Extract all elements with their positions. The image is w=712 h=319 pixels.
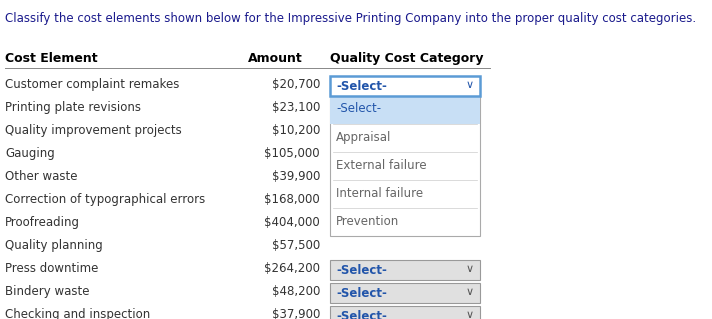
Text: Printing plate revisions: Printing plate revisions (5, 101, 141, 114)
Text: -Select-: -Select- (336, 102, 381, 115)
Text: Amount: Amount (248, 52, 303, 65)
Text: Customer complaint remakes: Customer complaint remakes (5, 78, 179, 91)
FancyBboxPatch shape (330, 260, 480, 280)
FancyBboxPatch shape (330, 306, 480, 319)
Text: Gauging: Gauging (5, 147, 55, 160)
Text: Quality improvement projects: Quality improvement projects (5, 124, 182, 137)
Text: $48,200: $48,200 (271, 285, 320, 298)
Text: Press downtime: Press downtime (5, 262, 98, 275)
Text: $10,200: $10,200 (271, 124, 320, 137)
Text: -Select-: -Select- (336, 310, 387, 319)
Text: Checking and inspection: Checking and inspection (5, 308, 150, 319)
Text: $23,100: $23,100 (271, 101, 320, 114)
Text: $57,500: $57,500 (272, 239, 320, 252)
Text: $404,000: $404,000 (264, 216, 320, 229)
Text: Quality planning: Quality planning (5, 239, 103, 252)
Text: Quality Cost Category: Quality Cost Category (330, 52, 483, 65)
Text: $264,200: $264,200 (264, 262, 320, 275)
Text: External failure: External failure (336, 159, 426, 172)
Text: Bindery waste: Bindery waste (5, 285, 90, 298)
Text: Prevention: Prevention (336, 215, 399, 228)
Text: Proofreading: Proofreading (5, 216, 80, 229)
Text: ∨: ∨ (466, 264, 474, 274)
Text: Cost Element: Cost Element (5, 52, 98, 65)
Text: -Select-: -Select- (336, 80, 387, 93)
Text: $37,900: $37,900 (271, 308, 320, 319)
Text: ∨: ∨ (466, 80, 474, 90)
Text: -Select-: -Select- (336, 287, 387, 300)
Text: $105,000: $105,000 (264, 147, 320, 160)
Text: ∨: ∨ (466, 310, 474, 319)
Text: $168,000: $168,000 (264, 193, 320, 206)
Text: -Select-: -Select- (336, 264, 387, 277)
FancyBboxPatch shape (330, 96, 480, 236)
FancyBboxPatch shape (330, 76, 480, 96)
Text: ∨: ∨ (466, 287, 474, 297)
Text: Classify the cost elements shown below for the Impressive Printing Company into : Classify the cost elements shown below f… (5, 12, 696, 25)
Text: Correction of typographical errors: Correction of typographical errors (5, 193, 205, 206)
Text: Appraisal: Appraisal (336, 131, 392, 144)
FancyBboxPatch shape (330, 96, 480, 124)
Text: $20,700: $20,700 (271, 78, 320, 91)
Text: Other waste: Other waste (5, 170, 78, 183)
Text: Internal failure: Internal failure (336, 187, 423, 200)
FancyBboxPatch shape (330, 283, 480, 303)
Text: $39,900: $39,900 (271, 170, 320, 183)
